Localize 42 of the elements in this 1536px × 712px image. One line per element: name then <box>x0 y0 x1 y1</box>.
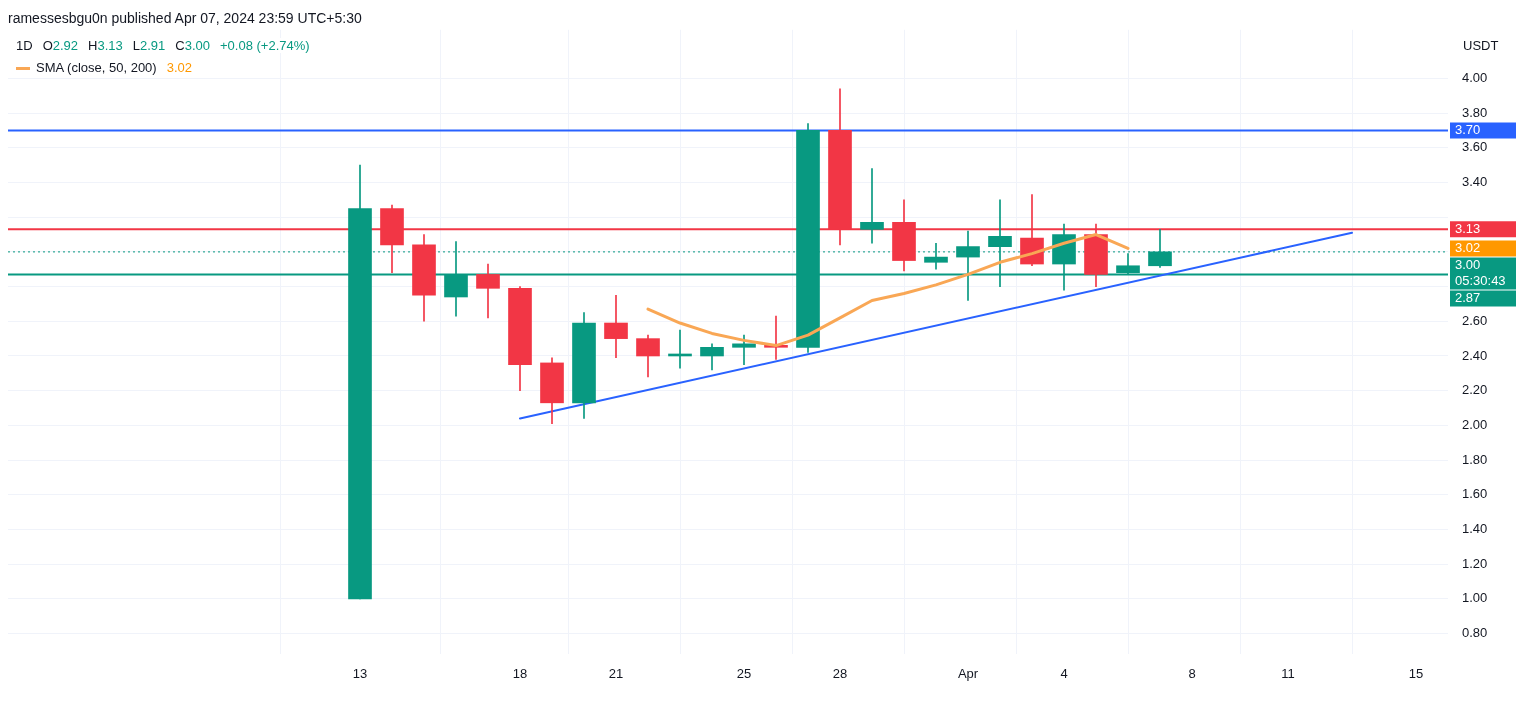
y-tick-label: 3.80 <box>1462 104 1488 120</box>
x-tick-label: 18 <box>512 665 528 681</box>
y-tick-label: 1.80 <box>1462 451 1488 467</box>
x-tick-label: Apr <box>957 665 979 681</box>
y-tick-label: 0.80 <box>1462 625 1488 641</box>
y-tick-label: 2.20 <box>1462 382 1488 398</box>
ref-line-label: 3.00 05:30:43 <box>1455 256 1506 288</box>
annotation: 3.02 <box>166 60 192 75</box>
ref-line-label: 3.13 <box>1455 220 1481 236</box>
x-tick-label: 25 <box>736 665 752 681</box>
y-tick-label: 2.40 <box>1462 347 1488 363</box>
legend-label: SMA (close, 50, 200) <box>36 60 157 75</box>
y-tick-label: 1.40 <box>1462 521 1488 537</box>
ref-line-label: 2.87 <box>1455 289 1481 305</box>
y-tick-label: 3.40 <box>1462 174 1488 190</box>
text: 3.02 <box>1455 239 1481 255</box>
y-axis-title: USDT <box>1463 38 1499 53</box>
chart-subtitle: ramessesbgu0n published Apr 07, 2024 23:59 UTC+5:30 <box>8 10 362 26</box>
candlestick <box>860 168 884 244</box>
x-tick-label: 28 <box>832 665 848 681</box>
x-tick-label: 8 <box>1188 665 1196 681</box>
x-tick-label: 4 <box>1060 665 1068 681</box>
candlestick <box>732 334 756 365</box>
text: 1D <box>16 38 33 53</box>
y-tick-label: 3.60 <box>1462 139 1488 155</box>
annotation: +0.08 (+2.74%) <box>220 38 310 53</box>
x-tick-label: 15 <box>1408 665 1424 681</box>
y-tick-label: 2.60 <box>1462 312 1488 328</box>
y-tick-label: 1.20 <box>1462 555 1488 571</box>
candlestick <box>604 294 628 359</box>
annotation: H3.13 <box>88 38 123 53</box>
ref-line-label: 3.70 <box>1455 122 1481 138</box>
x-tick-label: 11 <box>1281 665 1295 681</box>
annotation: O2.92 <box>42 38 79 53</box>
y-tick-label: 4.00 <box>1462 69 1488 85</box>
y-tick-label: 1.00 <box>1462 590 1488 606</box>
annotation: L2.91 <box>132 38 166 53</box>
x-tick-label: 21 <box>608 665 624 681</box>
y-tick-label: 2.00 <box>1462 416 1488 432</box>
x-tick-label: 13 <box>352 665 368 681</box>
y-tick-label: 1.60 <box>1462 486 1488 502</box>
annotation: C3.00 <box>175 38 211 53</box>
